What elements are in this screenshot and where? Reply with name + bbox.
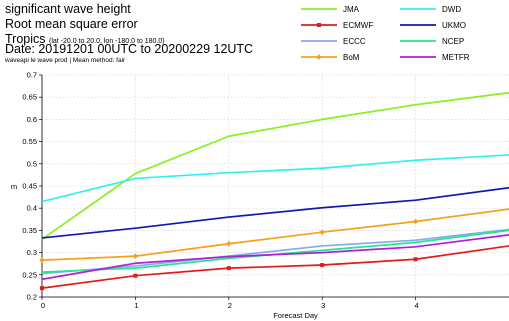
legend-item-jma: JMA [301, 5, 360, 14]
x-tick-label: 2 [228, 301, 232, 310]
line-eccc [41, 228, 509, 275]
point-ecmwf [133, 273, 138, 278]
legend: JMA DWD ECMWF UKMO ECCC NCEP BoM METFR [301, 5, 470, 62]
x-tick-label: 1 [134, 301, 138, 310]
line-metfr [41, 233, 509, 281]
y-tick-label: 0.45 [22, 182, 37, 191]
point-bom [39, 257, 45, 263]
grid [41, 74, 509, 298]
y-tick-label: 0.2 [27, 293, 37, 302]
y-tick-label: 0.3 [27, 248, 37, 257]
legend-item-ukmo: UKMO [400, 21, 466, 30]
line-bom [41, 208, 509, 261]
legend-label-bom: BoM [343, 53, 360, 62]
point-ecmwf [40, 286, 44, 291]
point-bom [412, 218, 419, 225]
legend-item-dwd: DWD [400, 5, 461, 14]
line-dwd [41, 154, 509, 203]
axes: 0.2 0.25 0.3 0.35 0.4 0.45 0.5 0.55 0.6 0.65 0.7 0 1… [11, 71, 509, 320]
legend-item-ncep: NCEP [400, 37, 464, 46]
x-tick-label: 0 [41, 301, 45, 310]
legend-label-metfr: METFR [442, 53, 470, 62]
chart-title: significant wave height [5, 2, 131, 16]
y-tick-label: 0.5 [27, 159, 37, 168]
series-metfr [41, 233, 509, 281]
legend-item-metfr: METFR [400, 53, 470, 62]
series-eccc [41, 228, 509, 275]
y-tick-label: 0.25 [22, 270, 37, 279]
legend-label-ncep: NCEP [442, 37, 464, 46]
legend-label-ecmwf: ECMWF [343, 21, 373, 30]
legend-label-jma: JMA [343, 5, 360, 14]
y-tick-label: 0.65 [22, 93, 37, 102]
point-bom [132, 253, 139, 259]
y-axis-label: m [11, 182, 17, 191]
x-tick-label: 3 [321, 301, 325, 310]
region-bounds: (lat -20.0 to 20.0, lon -180.0 to 180.0) [49, 38, 165, 45]
point-ecmwf [413, 257, 418, 262]
point-bom [226, 240, 232, 247]
series-jma [41, 91, 509, 240]
legend-marker-bom [316, 54, 322, 60]
line-jma [41, 91, 509, 240]
line-ecmwf [41, 245, 509, 289]
point-ecmwf [226, 266, 231, 271]
series-ukmo [41, 186, 509, 239]
y-tick-label: 0.55 [22, 137, 37, 146]
region-name: Tropics [5, 32, 46, 46]
x-axis-label: Forecast Day [273, 311, 318, 320]
legend-item-eccc: ECCC [301, 37, 366, 46]
legend-label-ukmo: UKMO [442, 21, 466, 30]
legend-item-bom: BoM [301, 53, 360, 62]
point-bom [319, 229, 325, 235]
legend-label-eccc: ECCC [343, 37, 366, 46]
legend-item-ecmwf: ECMWF [301, 21, 373, 30]
date-range: Date: 20191201 00UTC to 20200229 12UTC [5, 42, 254, 56]
series-ecmwf [40, 245, 509, 291]
chart-subtitle: Root mean square error [5, 17, 138, 31]
meta-info: waveapi le wave prod | Mean method: fair [5, 57, 126, 64]
y-tick-label: 0.6 [27, 115, 37, 124]
line-ukmo [41, 186, 509, 239]
series-dwd [41, 154, 509, 203]
legend-marker-ecmwf [317, 23, 321, 27]
x-tick-label: 4 [415, 301, 419, 310]
y-tick-label: 0.35 [22, 226, 37, 235]
series-bom [39, 208, 509, 263]
y-tick-label: 0.4 [27, 204, 37, 213]
point-ecmwf [320, 263, 325, 268]
y-tick-label: 0.7 [27, 71, 37, 80]
series-group [39, 91, 509, 291]
legend-label-dwd: DWD [442, 5, 461, 14]
region-label: Tropics (lat -20.0 to 20.0, lon -180.0 t… [5, 32, 165, 46]
